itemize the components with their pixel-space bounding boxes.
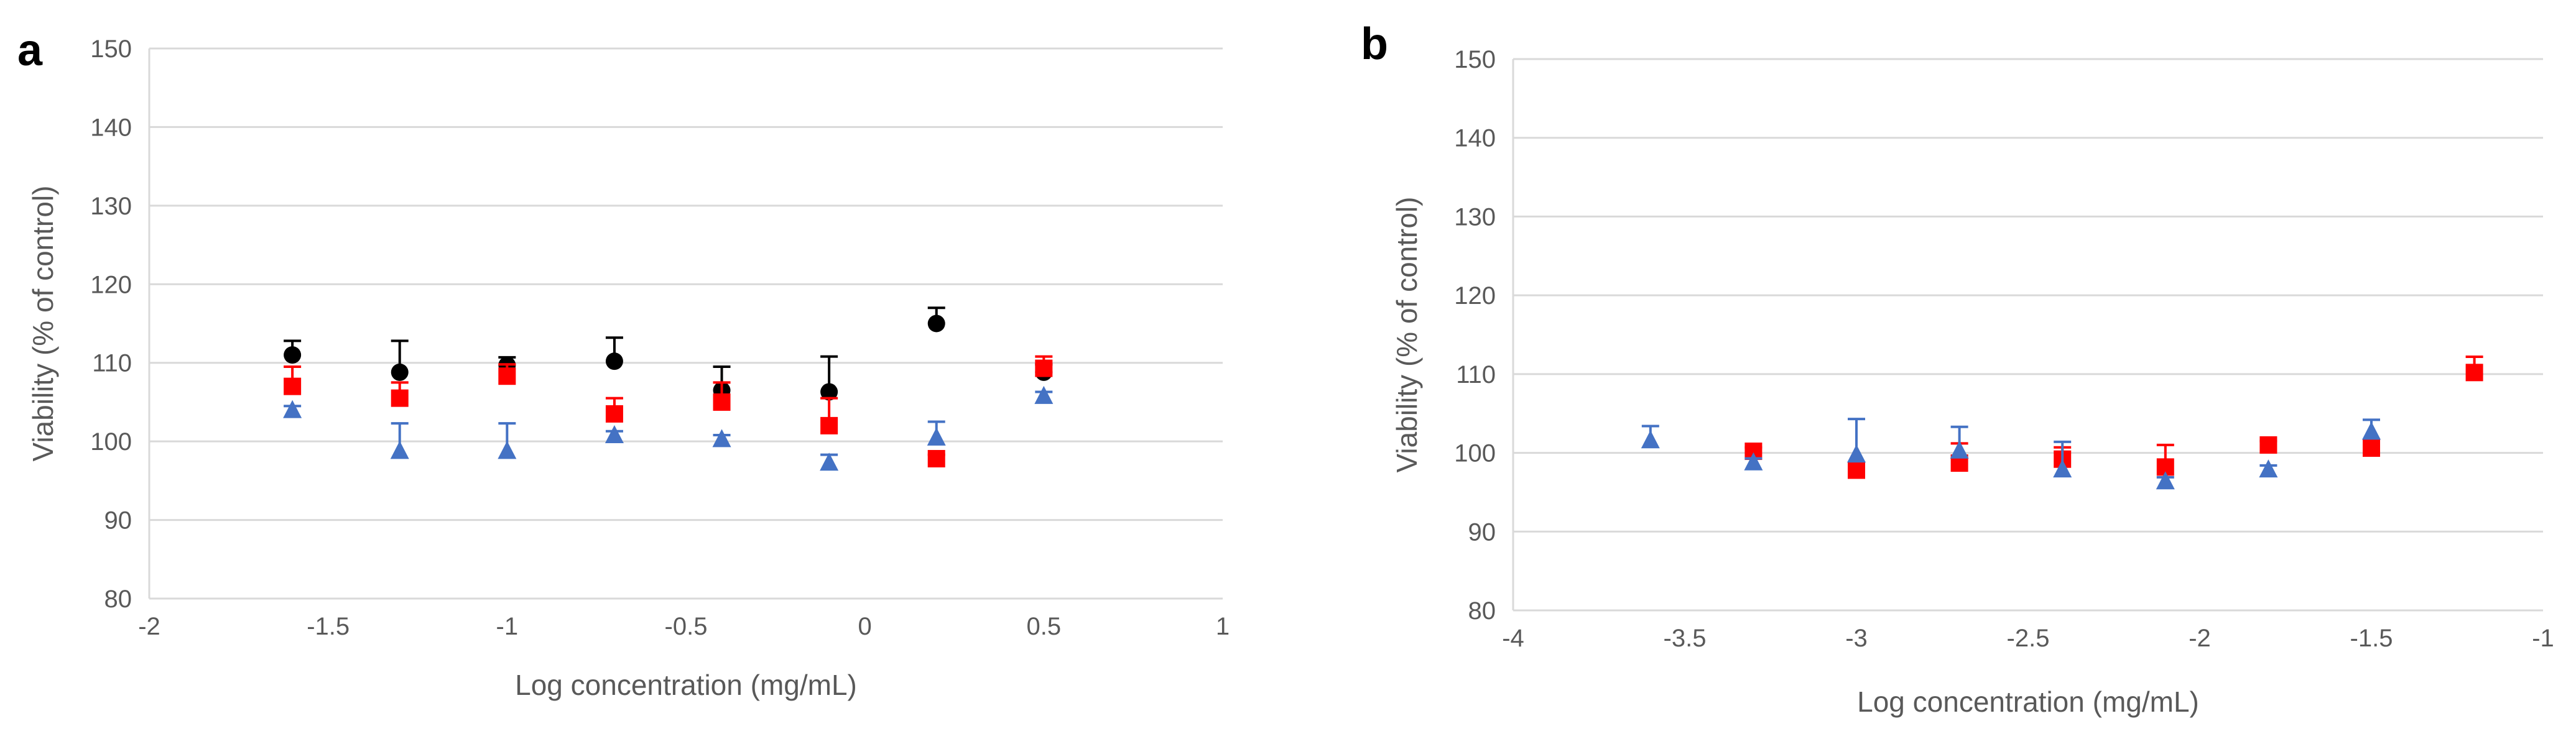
series-triangle <box>283 385 1054 471</box>
data-point-square <box>1035 359 1053 377</box>
y-tick-label: 80 <box>104 586 132 613</box>
data-point-triangle <box>2156 471 2175 490</box>
x-tick-label: 0.5 <box>1027 613 1062 640</box>
y-tick-label: 130 <box>1454 203 1496 231</box>
y-tick-label: 120 <box>90 271 132 298</box>
x-axis-title: Log concentration (mg/mL) <box>515 669 857 701</box>
data-point-square <box>2363 439 2380 457</box>
data-point-square <box>2259 436 2277 454</box>
panel-label-a: a <box>17 25 43 75</box>
x-axis-title: Log concentration (mg/mL) <box>1857 686 2199 718</box>
x-tick-label: -2 <box>138 613 160 640</box>
x-tick-label: -3 <box>1845 625 1868 652</box>
data-point-square <box>605 405 623 423</box>
y-tick-label: 140 <box>1454 125 1496 152</box>
series-square <box>284 355 1053 467</box>
y-tick-label: 110 <box>92 350 132 377</box>
x-tick-label: -4 <box>1502 625 1524 652</box>
y-tick-label: 150 <box>1454 46 1496 73</box>
x-tick-label: -1 <box>2532 625 2554 652</box>
data-point-square <box>2465 364 2483 382</box>
y-axis-title: Viability (% of control) <box>1391 197 1423 473</box>
data-point-triangle <box>1950 440 1969 459</box>
y-tick-label: 80 <box>1468 597 1496 625</box>
chart-b: 80 90 100 110 120 130 140 150 -4 -3.5 -3 -2.5 -2 -1.5… <box>1391 46 2554 718</box>
data-point-square <box>927 449 945 467</box>
data-point-triangle <box>390 441 409 459</box>
y-tick-label: 140 <box>90 114 132 141</box>
x-tick-label: 1 <box>1216 613 1230 640</box>
y-tick-label: 100 <box>90 428 132 456</box>
data-point-circle <box>391 363 409 381</box>
y-tick-label: 90 <box>1468 518 1496 546</box>
data-point-triangle <box>2362 421 2381 440</box>
data-point-triangle <box>605 425 624 444</box>
x-tick-label: 0 <box>858 613 872 640</box>
y-axis-title: Viability (% of control) <box>27 186 59 462</box>
data-point-triangle <box>1744 452 1763 471</box>
data-point-triangle <box>927 427 946 446</box>
data-point-triangle <box>712 429 731 448</box>
data-point-triangle <box>2259 459 2278 478</box>
data-point-triangle <box>2053 459 2072 478</box>
chart-a: 80 90 100 110 120 130 140 150 -2 -1.5 -1 -0.5 0 0.5 1 L… <box>27 35 1230 701</box>
data-point-square <box>391 389 409 407</box>
data-point-triangle <box>1847 444 1866 463</box>
x-tick-label: -2.5 <box>2007 625 2050 652</box>
x-tick-label: -0.5 <box>665 613 708 640</box>
data-point-circle <box>927 315 945 333</box>
data-point-square <box>820 416 838 434</box>
data-point-triangle <box>820 452 839 471</box>
data-point-circle <box>284 346 302 364</box>
series-triangle <box>1641 418 2381 490</box>
data-point-triangle <box>498 441 517 459</box>
x-tick-label: -1.5 <box>307 613 350 640</box>
y-tick-label: 130 <box>90 193 132 220</box>
y-tick-label: 150 <box>90 35 132 63</box>
data-point-square <box>498 367 516 385</box>
data-point-circle <box>605 352 623 370</box>
x-tick-label: -3.5 <box>1664 625 1707 652</box>
data-point-square <box>284 377 302 395</box>
data-point-triangle <box>1641 430 1660 449</box>
y-tick-label: 100 <box>1454 440 1496 467</box>
x-tick-label: -1.5 <box>2350 625 2393 652</box>
data-point-circle <box>820 383 838 401</box>
panel-label-b: b <box>1361 19 1388 69</box>
y-tick-label: 90 <box>104 507 132 535</box>
data-point-square <box>713 393 731 411</box>
x-tick-label: -1 <box>496 613 519 640</box>
y-tick-label: 120 <box>1454 282 1496 310</box>
data-point-triangle <box>283 400 302 418</box>
x-tick-label: -2 <box>2189 625 2211 652</box>
y-tick-label: 110 <box>1456 361 1496 388</box>
data-point-square <box>1848 461 1865 479</box>
data-point-triangle <box>1034 385 1054 404</box>
